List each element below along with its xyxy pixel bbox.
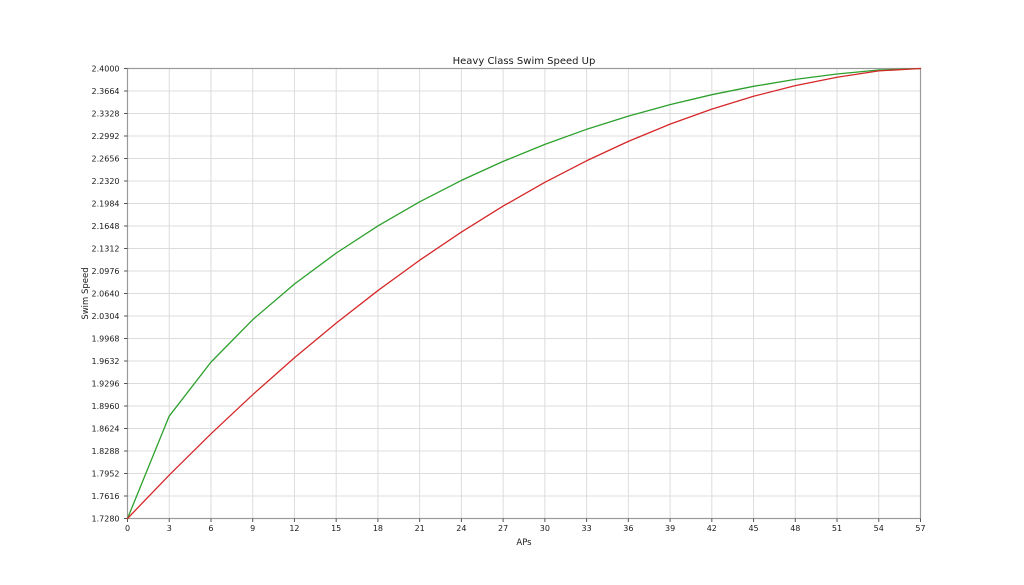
x-tick-label: 48 — [790, 524, 800, 533]
y-tick-label: 2.2992 — [92, 132, 120, 141]
y-tick-label: 2.4000 — [92, 64, 120, 73]
y-tick-label: 1.9296 — [92, 379, 120, 388]
x-tick-label: 33 — [582, 524, 592, 533]
y-tick-label: 1.8960 — [92, 402, 120, 411]
x-tick-label: 51 — [832, 524, 842, 533]
x-tick-label: 42 — [707, 524, 717, 533]
x-tick-label: 9 — [250, 524, 255, 533]
x-axis-label: APs — [516, 538, 532, 548]
x-tick-label: 30 — [540, 524, 550, 533]
y-tick-label: 2.2320 — [92, 177, 120, 186]
y-tick-label: 2.0976 — [92, 267, 120, 276]
x-tick-label: 15 — [331, 524, 341, 533]
x-tick-label: 18 — [373, 524, 383, 533]
y-tick-label: 1.7952 — [92, 469, 120, 478]
series-line-green — [126, 67, 922, 520]
y-tick-label: 2.0304 — [92, 312, 120, 321]
gridlines — [127, 68, 921, 519]
x-tick-label: 24 — [456, 524, 466, 533]
x-tick-label: 36 — [623, 524, 633, 533]
y-tick-label: 2.0640 — [92, 289, 120, 298]
axis-tick-labels: 0 3 6 9 12 15 18 21 24 27 30 33 36 39 42 45 48 51 54 571.72… — [92, 64, 926, 533]
x-tick-label: 39 — [665, 524, 675, 533]
y-tick-label: 1.9968 — [92, 334, 120, 343]
y-tick-label: 2.2656 — [92, 154, 120, 163]
x-tick-label: 54 — [874, 524, 884, 533]
y-tick-label: 1.7616 — [92, 492, 120, 501]
x-tick-label: 21 — [415, 524, 425, 533]
x-tick-label: 57 — [915, 524, 925, 533]
x-tick-label: 27 — [498, 524, 508, 533]
y-tick-label: 2.1312 — [92, 244, 120, 253]
y-tick-label: 1.8288 — [92, 447, 120, 456]
y-tick-label: 1.9632 — [92, 357, 120, 366]
axis-ticks — [124, 68, 921, 522]
y-tick-label: 2.1648 — [92, 222, 120, 231]
x-tick-label: 6 — [208, 524, 213, 533]
x-tick-label: 0 — [125, 524, 130, 533]
y-tick-label: 2.1984 — [92, 199, 120, 208]
x-tick-label: 45 — [748, 524, 758, 533]
x-tick-label: 3 — [167, 524, 172, 533]
y-tick-label: 2.3664 — [92, 87, 120, 96]
y-tick-label: 2.3328 — [92, 109, 120, 118]
series-lines — [126, 67, 922, 520]
y-axis-label: Swim Speed — [81, 267, 91, 319]
x-tick-label: 12 — [289, 524, 299, 533]
y-tick-label: 1.8624 — [92, 424, 120, 433]
chart-title: Heavy Class Swim Speed Up — [453, 56, 596, 67]
y-tick-label: 1.7280 — [92, 514, 120, 523]
series-line-red — [126, 67, 922, 520]
